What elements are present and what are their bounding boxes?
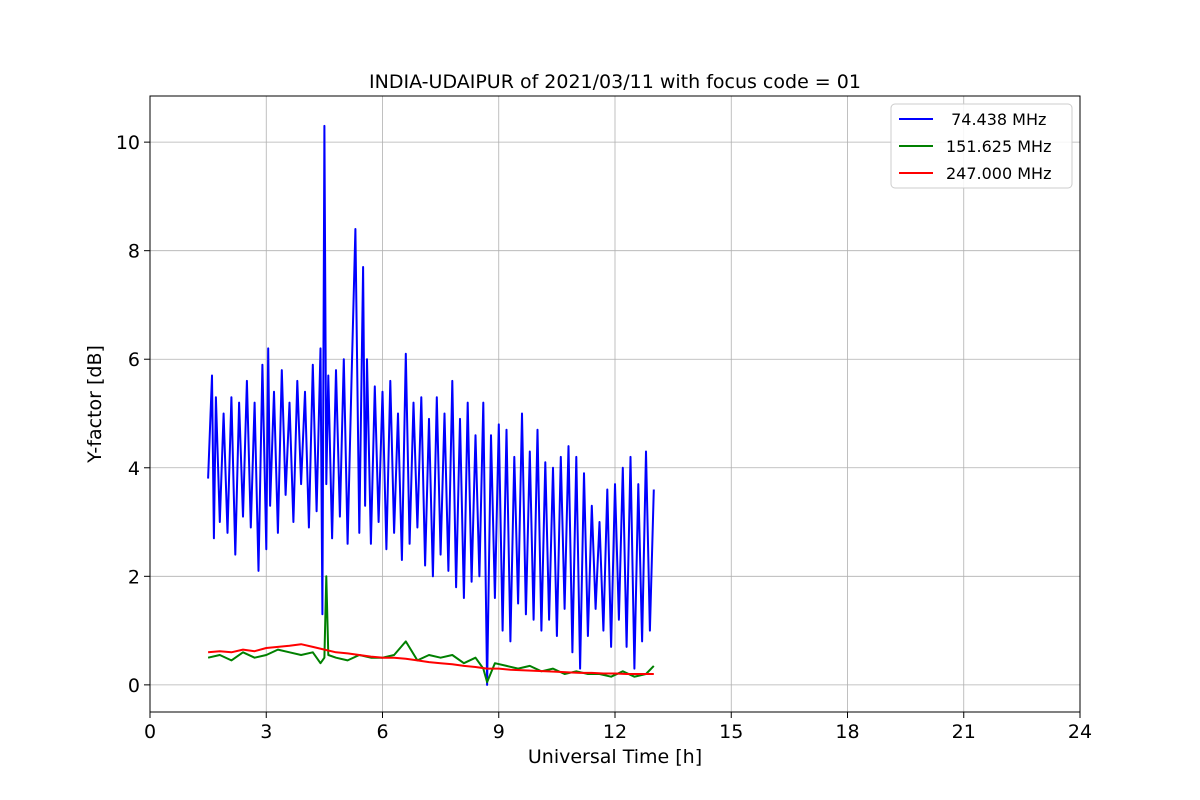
x-tick-label: 21 [952, 721, 976, 743]
grid-lines [149, 96, 1081, 712]
chart-title: INDIA-UDAIPUR of 2021/03/11 with focus c… [369, 71, 861, 93]
x-tick-label: 24 [1068, 721, 1092, 743]
y-axis-label: Y-factor [dB] [84, 345, 106, 464]
legend-label: 247.000 MHz [946, 164, 1051, 183]
series-line-1 [207, 124, 655, 686]
legend: 74.438 MHz 151.625 MHz 247.000 MHz [890, 103, 1073, 189]
x-tick-label: 9 [493, 721, 505, 743]
x-tick-label: 3 [260, 721, 272, 743]
y-tick-label: 0 [128, 675, 140, 697]
y-tick-label: 10 [116, 132, 140, 154]
x-axis-label: Universal Time [h] [528, 746, 702, 768]
y-tick-label: 8 [128, 241, 140, 263]
legend-box [890, 103, 1073, 189]
series-layer [207, 124, 655, 686]
x-tick-label: 15 [719, 721, 743, 743]
x-tick-label: 18 [835, 721, 859, 743]
y-tick-label: 4 [128, 458, 140, 480]
x-tick-label: 0 [144, 721, 156, 743]
y-tick-label: 6 [128, 349, 140, 371]
legend-label: 74.438 MHz [946, 110, 1046, 129]
series-line-3 [208, 643, 654, 675]
x-tick-label: 12 [603, 721, 627, 743]
x-tick-label: 6 [376, 721, 388, 743]
y-tick-label: 2 [128, 566, 140, 588]
legend-label: 151.625 MHz [946, 137, 1051, 156]
